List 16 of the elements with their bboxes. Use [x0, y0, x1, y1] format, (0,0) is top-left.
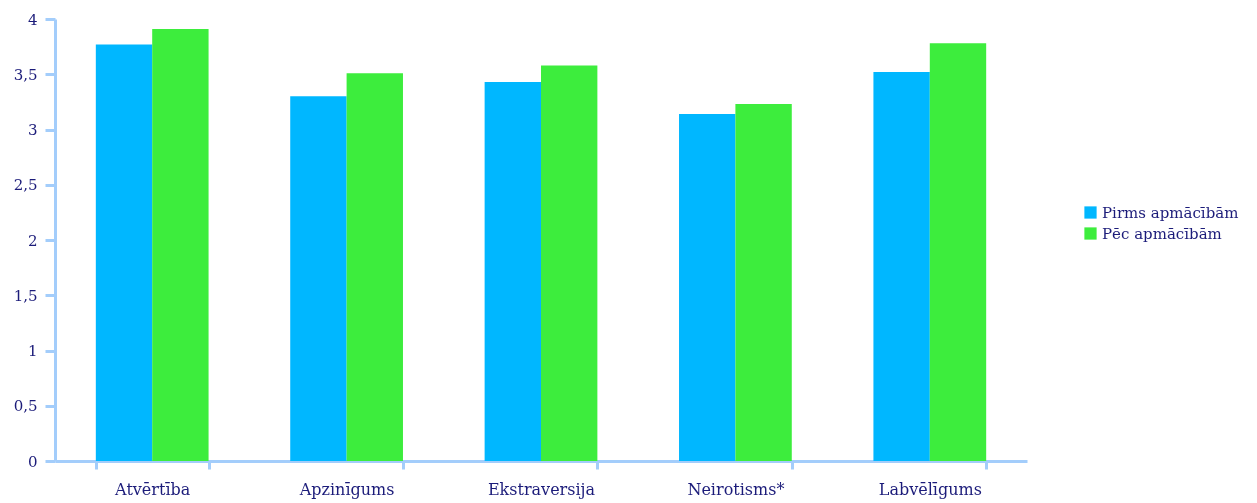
y-tick-label: 3,5	[13, 65, 38, 84]
x-tick-label: Apzinīgums	[298, 479, 395, 499]
x-tick-label: Ekstraversija	[487, 479, 596, 499]
y-tick-label: 4	[27, 10, 38, 29]
x-tick-label: Atvērtība	[114, 479, 191, 499]
x-tick-label: Labvēlīgums	[878, 479, 982, 499]
y-tick-label: 0	[27, 452, 38, 471]
y-tick-label: 3	[27, 121, 38, 139]
legend-label: Pēc apmācībām	[1102, 224, 1222, 243]
y-tick-label: 0,5	[13, 397, 38, 416]
x-tick-label: Neirotisms*	[687, 479, 785, 499]
legend-label: Pirms apmācībām	[1102, 203, 1239, 222]
y-tick-label: 2	[27, 231, 38, 250]
y-tick-label: 1,5	[13, 286, 38, 305]
y-tick-label: 2,5	[13, 176, 38, 195]
y-tick-label: 1	[27, 342, 38, 360]
